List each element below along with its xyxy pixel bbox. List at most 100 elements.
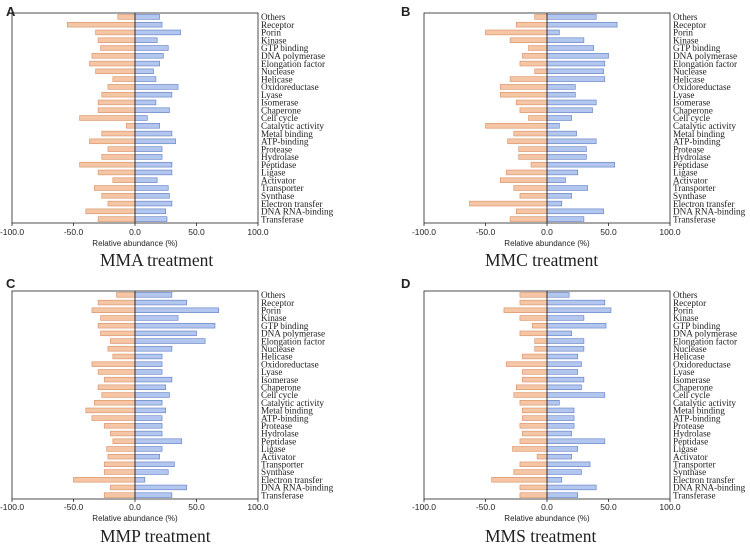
bar-positive — [134, 376, 173, 383]
bar-negative — [519, 400, 548, 406]
x-tick-label: 50.0 — [188, 227, 205, 237]
bar-negative — [110, 484, 136, 491]
category-label: Oxidoreductase — [673, 82, 731, 92]
bar-negative — [126, 123, 136, 129]
bar-negative — [522, 53, 548, 59]
bar-positive — [134, 346, 173, 352]
category-label: Synthase — [673, 191, 706, 201]
bar-negative — [513, 392, 548, 398]
bar-negative — [117, 14, 136, 20]
bar-positive — [546, 53, 609, 59]
bar-negative — [522, 353, 548, 360]
bar-positive — [134, 338, 206, 344]
bar-negative — [89, 138, 136, 145]
category-label: Transporter — [261, 460, 304, 470]
bar-negative — [97, 107, 136, 113]
bar-positive — [546, 45, 595, 51]
bar-positive — [546, 322, 607, 329]
bar-positive — [134, 45, 169, 51]
category-label: Porin — [673, 28, 693, 38]
bar-negative — [485, 29, 548, 36]
bar-negative — [107, 346, 136, 352]
bar-positive — [546, 193, 572, 199]
bar-negative — [534, 346, 548, 352]
x-tick-label: -100.0 — [0, 502, 24, 512]
bar-positive — [134, 477, 146, 483]
category-label: Activator — [673, 452, 708, 462]
bar-negative — [97, 99, 136, 106]
bar-positive — [134, 400, 163, 406]
bar-negative — [519, 193, 548, 199]
bar-negative — [107, 146, 136, 152]
category-label: Cell cycle — [261, 113, 298, 123]
bar-negative — [519, 438, 548, 444]
bar-positive — [546, 91, 576, 98]
bar-negative — [522, 369, 548, 375]
bar-negative — [528, 45, 548, 51]
bar-positive — [134, 361, 163, 367]
bar-negative — [522, 430, 548, 437]
bar-negative — [519, 299, 548, 306]
bar-positive — [134, 177, 158, 183]
x-axis-label: Relative abundance (%) — [92, 239, 178, 248]
category-label: Activator — [261, 175, 296, 185]
bar-positive — [134, 407, 167, 414]
bar-negative — [73, 477, 136, 483]
category-label: Receptor — [261, 298, 294, 308]
bar-positive — [546, 492, 579, 498]
bar-positive — [546, 37, 585, 43]
category-label: Hydrolase — [261, 152, 299, 162]
bar-negative — [101, 193, 136, 199]
category-label: Elongation factor — [261, 59, 325, 69]
bar-positive — [134, 68, 154, 75]
bar-negative — [91, 53, 136, 59]
bar-negative — [519, 107, 548, 113]
category-label: GTP binding — [261, 321, 309, 331]
x-axis-label: Relative abundance (%) — [92, 514, 178, 523]
bar-positive — [134, 438, 183, 444]
category-label: Kinase — [261, 313, 287, 323]
bar-negative — [100, 45, 136, 51]
category-label: Metal binding — [673, 406, 725, 416]
bar-positive — [134, 484, 187, 491]
category-label: Oxidoreductase — [673, 359, 731, 369]
category-label: Protease — [261, 144, 292, 154]
bar-positive — [546, 84, 576, 90]
category-label: Metal binding — [261, 406, 313, 416]
bar-positive — [134, 161, 173, 168]
bar-negative — [103, 423, 136, 429]
bar-negative — [94, 400, 136, 406]
bar-positive — [546, 169, 579, 176]
category-label: DNA RNA-binding — [261, 483, 334, 493]
bar-negative — [112, 438, 136, 444]
category-label: Hydrolase — [261, 429, 299, 439]
category-label: Others — [673, 12, 698, 22]
bar-positive — [546, 423, 575, 429]
bar-negative — [97, 369, 136, 375]
category-label: Transferase — [673, 214, 716, 224]
x-tick-label: 0.0 — [541, 502, 553, 512]
bar-negative — [101, 154, 136, 160]
category-label: Peptidase — [261, 436, 296, 446]
bar-negative — [518, 154, 548, 160]
bar-negative — [469, 200, 548, 207]
category-label: Lyase — [261, 367, 282, 377]
bar-positive — [134, 446, 163, 452]
x-tick-label: 0.0 — [129, 227, 141, 237]
bar-positive — [134, 154, 163, 160]
bar-positive — [134, 307, 219, 313]
bar-negative — [97, 37, 136, 43]
bar-negative — [103, 492, 136, 498]
bar-negative — [522, 376, 548, 383]
x-tick-label: -50.0 — [64, 502, 84, 512]
category-label: Synthase — [261, 191, 294, 201]
category-label: Hydrolase — [673, 429, 711, 439]
bar-negative — [103, 376, 136, 383]
category-label: Electron transfer — [261, 475, 322, 485]
bar-positive — [134, 14, 160, 20]
bar-negative — [97, 322, 136, 329]
category-label: Catalytic activity — [673, 121, 736, 131]
category-label: Others — [261, 290, 286, 300]
panel-title: MMA treatment — [100, 250, 213, 270]
